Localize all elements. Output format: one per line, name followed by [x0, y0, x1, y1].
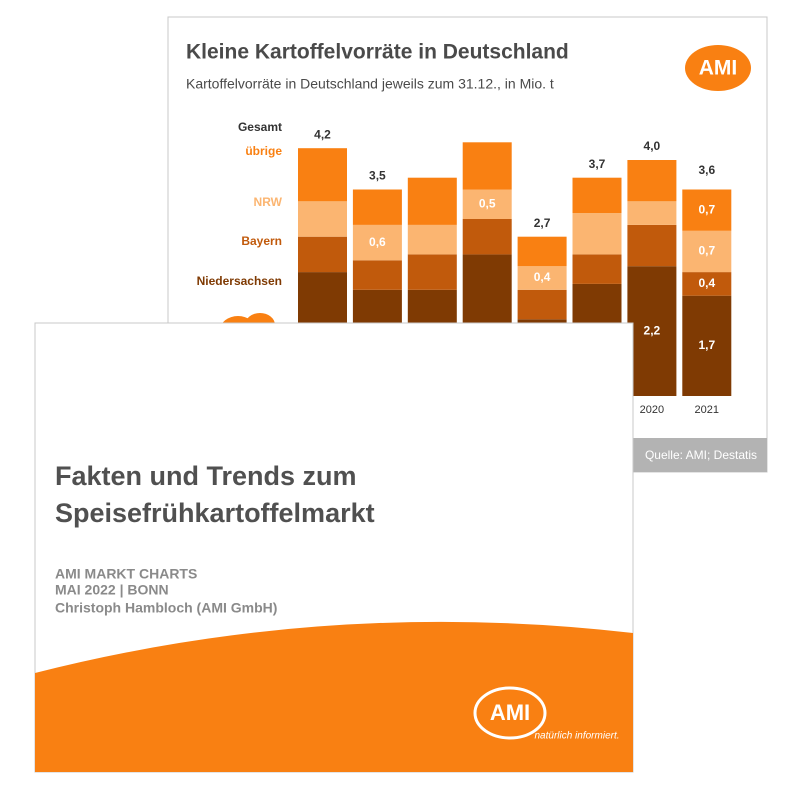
x-tick-label: 2020	[640, 404, 664, 416]
bar-segment	[352, 224, 402, 261]
bar-segment	[407, 254, 457, 290]
value-label: 0,4	[698, 276, 715, 290]
bar-segment	[517, 236, 567, 267]
value-label: 0,7	[698, 202, 715, 216]
legend-label: Bayern	[241, 234, 282, 248]
tagline: natürlich informiert.	[534, 731, 619, 742]
bar-segment	[572, 213, 622, 255]
value-label: 2,2	[644, 323, 661, 337]
total-label: 4,2	[314, 127, 331, 141]
bar-segment	[407, 224, 457, 255]
bar-segment	[517, 289, 567, 320]
front-line: AMI MARKT CHARTS	[55, 566, 197, 582]
bar-segment	[352, 189, 402, 225]
bar-segment	[462, 142, 512, 190]
bar-segment	[462, 189, 512, 219]
chart-subtitle: Kartoffelvorräte in Deutschland jeweils …	[186, 76, 554, 92]
chart-title: Kleine Kartoffelvorräte in Deutschland	[186, 41, 569, 64]
value-label: 0,7	[698, 244, 715, 258]
bar-segment	[352, 260, 402, 290]
bar-segment	[682, 295, 732, 396]
bar-segment	[517, 266, 567, 290]
legend-label: Niedersachsen	[197, 274, 282, 288]
bar-segment	[462, 219, 512, 255]
bar-segment	[298, 236, 347, 273]
bar-segment	[682, 189, 732, 231]
bar-segment	[298, 148, 347, 202]
source: Quelle: AMI; Destatis	[645, 448, 757, 462]
total-label: 2,7	[534, 216, 551, 230]
value-label: 0,4	[534, 270, 551, 284]
plot: NiedersachsenBayernNRWübrigeGesamt4,21,8…	[197, 120, 732, 416]
total-label: 3,5	[369, 169, 386, 183]
logo	[685, 45, 751, 91]
value-label: 0,6	[369, 235, 386, 249]
front-logo	[473, 686, 547, 740]
front-logo-text: AMI	[490, 700, 530, 725]
value-label: 1,7	[698, 338, 715, 352]
logo-text: AMI	[699, 57, 738, 80]
bar-segment	[627, 224, 677, 267]
orange-wave	[35, 621, 633, 772]
legend-label: Gesamt	[238, 120, 282, 134]
front-line: MAI 2022 | BONN	[55, 582, 169, 598]
total-label: 3,6	[698, 163, 715, 177]
bar-segment	[682, 230, 732, 273]
bar-segment	[407, 177, 457, 225]
bar-segment	[627, 266, 677, 396]
bar-segment	[572, 254, 622, 284]
bar-segment	[682, 272, 732, 296]
bar-segment	[298, 201, 347, 237]
bar-segment	[572, 177, 622, 214]
total-label: 4,0	[644, 139, 661, 153]
front-title: Fakten und Trends zum	[55, 461, 357, 491]
bar-segment	[627, 160, 677, 202]
front-line: Christoph Hambloch (AMI GmbH)	[55, 600, 277, 616]
front-title: Speisefrühkartoffelmarkt	[55, 498, 375, 528]
bar-segment	[627, 201, 677, 225]
total-label: 3,7	[589, 157, 606, 171]
value-label: 0,5	[479, 196, 496, 210]
legend-label: NRW	[254, 195, 283, 209]
front-slide: Fakten und Trends zum Speisefrühkartoffe…	[34, 322, 634, 773]
legend-label: übrige	[245, 144, 282, 158]
x-tick-label: 2021	[695, 404, 719, 416]
